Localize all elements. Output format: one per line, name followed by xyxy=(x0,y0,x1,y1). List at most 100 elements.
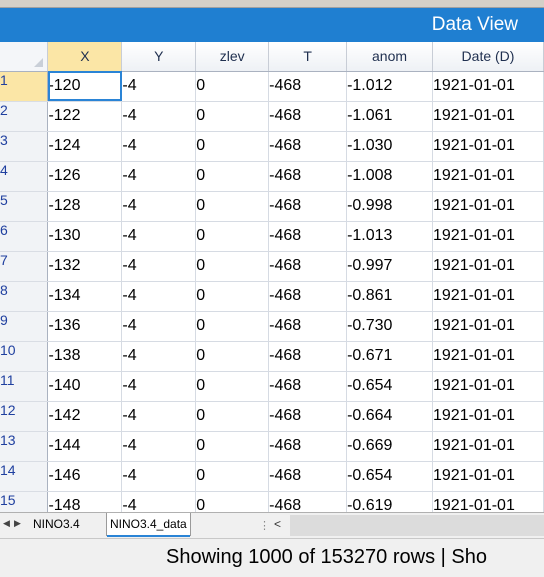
cell-anom[interactable]: -1.030 xyxy=(346,131,433,162)
column-header-anom[interactable]: anom xyxy=(346,42,433,72)
cell-y[interactable]: -4 xyxy=(121,71,197,102)
cell-x[interactable]: -138 xyxy=(47,341,123,372)
cell-zlev[interactable]: 0 xyxy=(195,341,270,372)
sheet-tab-nino34-data[interactable]: NINO3.4_data xyxy=(106,513,191,537)
sheet-tab-nino34[interactable]: NINO3.4 xyxy=(33,517,80,531)
cell-date[interactable]: 1921-01-01 xyxy=(432,161,544,192)
row-header[interactable]: 13 xyxy=(0,431,49,462)
column-header-t[interactable]: T xyxy=(268,42,348,72)
horizontal-scrollbar[interactable] xyxy=(290,515,544,536)
cell-x[interactable]: -126 xyxy=(47,161,123,192)
cell-date[interactable]: 1921-01-01 xyxy=(432,341,544,372)
cell-zlev[interactable]: 0 xyxy=(195,71,270,102)
chevron-left-icon[interactable]: < xyxy=(274,517,282,531)
cell-y[interactable]: -4 xyxy=(121,401,197,432)
cell-date[interactable]: 1921-01-01 xyxy=(432,191,544,222)
cell-t[interactable]: -468 xyxy=(268,461,348,492)
cell-x[interactable]: -140 xyxy=(47,371,123,402)
cell-y[interactable]: -4 xyxy=(121,341,197,372)
cell-x[interactable]: -132 xyxy=(47,251,123,282)
cell-x[interactable]: -136 xyxy=(47,311,123,342)
cell-y[interactable]: -4 xyxy=(121,221,197,252)
cell-zlev[interactable]: 0 xyxy=(195,311,270,342)
cell-anom[interactable]: -0.671 xyxy=(346,341,433,372)
cell-zlev[interactable]: 0 xyxy=(195,461,270,492)
cell-date[interactable]: 1921-01-01 xyxy=(432,101,544,132)
cell-y[interactable]: -4 xyxy=(121,131,197,162)
cell-date[interactable]: 1921-01-01 xyxy=(432,251,544,282)
cell-y[interactable]: -4 xyxy=(121,191,197,222)
cell-anom[interactable]: -0.998 xyxy=(346,191,433,222)
row-header[interactable]: 12 xyxy=(0,401,49,432)
cell-t[interactable]: -468 xyxy=(268,311,348,342)
cell-anom[interactable]: -0.669 xyxy=(346,431,433,462)
cell-anom[interactable]: -1.008 xyxy=(346,161,433,192)
cell-y[interactable]: -4 xyxy=(121,281,197,312)
cell-date[interactable]: 1921-01-01 xyxy=(432,461,544,492)
cell-x[interactable]: -130 xyxy=(47,221,123,252)
cell-anom[interactable]: -1.013 xyxy=(346,221,433,252)
cell-anom[interactable]: -0.997 xyxy=(346,251,433,282)
row-header[interactable]: 4 xyxy=(0,161,49,192)
cell-zlev[interactable]: 0 xyxy=(195,221,270,252)
row-header[interactable]: 10 xyxy=(0,341,49,372)
cell-date[interactable]: 1921-01-01 xyxy=(432,281,544,312)
cell-t[interactable]: -468 xyxy=(268,131,348,162)
cell-date[interactable]: 1921-01-01 xyxy=(432,221,544,252)
row-header[interactable]: 15 xyxy=(0,491,49,512)
cell-t[interactable]: -468 xyxy=(268,431,348,462)
cell-x[interactable]: -144 xyxy=(47,431,123,462)
cell-anom[interactable]: -0.619 xyxy=(346,491,433,512)
triangle-right-icon[interactable]: ▶ xyxy=(14,518,21,528)
vertical-dots-icon[interactable]: ⋮ xyxy=(259,520,270,532)
cell-t[interactable]: -468 xyxy=(268,491,348,512)
row-header[interactable]: 3 xyxy=(0,131,49,162)
cell-y[interactable]: -4 xyxy=(121,101,197,132)
cell-anom[interactable]: -1.012 xyxy=(346,71,433,102)
cell-zlev[interactable]: 0 xyxy=(195,131,270,162)
cell-t[interactable]: -468 xyxy=(268,191,348,222)
cell-t[interactable]: -468 xyxy=(268,251,348,282)
cell-x[interactable]: -120 xyxy=(47,71,123,102)
cell-x[interactable]: -142 xyxy=(47,401,123,432)
cell-date[interactable]: 1921-01-01 xyxy=(432,311,544,342)
row-header[interactable]: 14 xyxy=(0,461,49,492)
cell-y[interactable]: -4 xyxy=(121,311,197,342)
row-header[interactable]: 11 xyxy=(0,371,49,402)
cell-zlev[interactable]: 0 xyxy=(195,191,270,222)
cell-t[interactable]: -468 xyxy=(268,341,348,372)
cell-t[interactable]: -468 xyxy=(268,221,348,252)
cell-x[interactable]: -124 xyxy=(47,131,123,162)
cell-t[interactable]: -468 xyxy=(268,281,348,312)
cell-zlev[interactable]: 0 xyxy=(195,431,270,462)
cell-anom[interactable]: -0.861 xyxy=(346,281,433,312)
cell-t[interactable]: -468 xyxy=(268,101,348,132)
row-header[interactable]: 1 xyxy=(0,71,49,102)
data-grid[interactable]: X Y zlev T anom Date (D) 1 -120 -4 0 -468 -1.… xyxy=(0,42,544,512)
column-header-x[interactable]: X xyxy=(47,42,123,72)
row-header[interactable]: 5 xyxy=(0,191,49,222)
column-header-y[interactable]: Y xyxy=(121,42,197,72)
cell-date[interactable]: 1921-01-01 xyxy=(432,491,544,512)
cell-zlev[interactable]: 0 xyxy=(195,101,270,132)
cell-x[interactable]: -146 xyxy=(47,461,123,492)
cell-date[interactable]: 1921-01-01 xyxy=(432,401,544,432)
cell-anom[interactable]: -0.654 xyxy=(346,461,433,492)
cell-y[interactable]: -4 xyxy=(121,251,197,282)
row-header[interactable]: 9 xyxy=(0,311,49,342)
cell-date[interactable]: 1921-01-01 xyxy=(432,431,544,462)
cell-zlev[interactable]: 0 xyxy=(195,161,270,192)
column-header-date[interactable]: Date (D) xyxy=(432,42,544,72)
cell-t[interactable]: -468 xyxy=(268,71,348,102)
row-header[interactable]: 6 xyxy=(0,221,49,252)
cell-date[interactable]: 1921-01-01 xyxy=(432,131,544,162)
cell-y[interactable]: -4 xyxy=(121,461,197,492)
row-header[interactable]: 7 xyxy=(0,251,49,282)
cell-zlev[interactable]: 0 xyxy=(195,401,270,432)
cell-t[interactable]: -468 xyxy=(268,401,348,432)
cell-y[interactable]: -4 xyxy=(121,371,197,402)
cell-t[interactable]: -468 xyxy=(268,161,348,192)
column-header-zlev[interactable]: zlev xyxy=(195,42,270,72)
cell-y[interactable]: -4 xyxy=(121,161,197,192)
cell-y[interactable]: -4 xyxy=(121,491,197,512)
